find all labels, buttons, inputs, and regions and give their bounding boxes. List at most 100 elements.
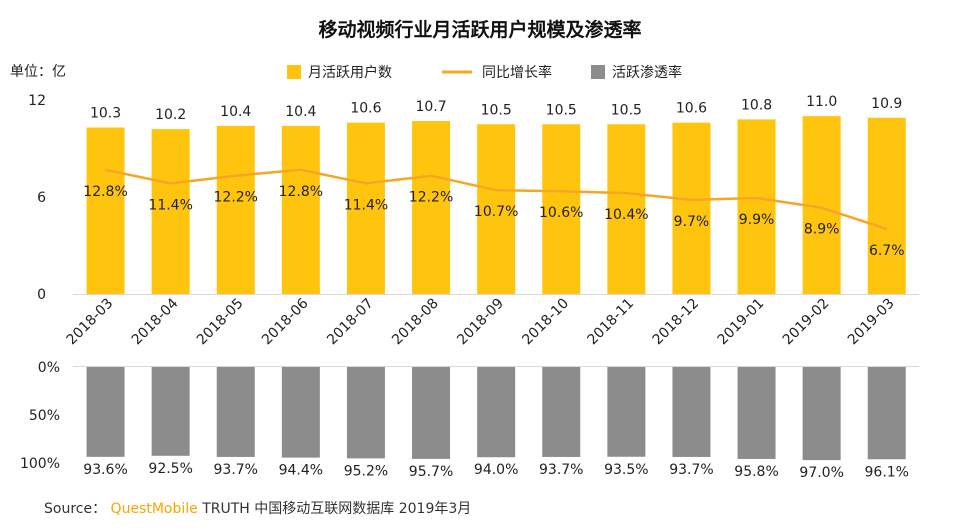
mau-bar-label: 10.7 [415, 99, 446, 115]
mau-bar-label: 10.2 [155, 107, 186, 123]
mau-bar-label: 10.6 [350, 101, 381, 117]
bottom-axes: 0% 50% 100% [20, 360, 920, 472]
mau-bar-label: 10.6 [676, 101, 707, 117]
yoy-label: 10.7% [474, 204, 518, 220]
penetration-label: 97.0% [799, 465, 843, 481]
yoy-label: 9.7% [674, 214, 710, 230]
x-tick-label: 2018-11 [584, 296, 637, 349]
penetration-label: 93.7% [669, 462, 713, 478]
mau-bar-label: 11.0 [806, 94, 837, 110]
x-tick-label: 2018-12 [650, 296, 703, 349]
penetration-bar [542, 367, 581, 457]
unit-label: 单位：亿 [10, 64, 66, 80]
penetration-bar [802, 367, 841, 461]
yoy-labels: 12.8% 11.4% 12.2% 12.8% 11.4% 12.2% 10.7% 10.6%… [83, 184, 904, 259]
penetration-label: 92.5% [148, 461, 192, 477]
penetration-bar [867, 367, 906, 460]
x-tick-label: 2018-06 [259, 295, 312, 348]
penetration-label: 94.4% [279, 463, 323, 479]
penetration-bar [607, 367, 646, 457]
penetration-bar [151, 367, 190, 456]
penetration-bar [412, 367, 451, 459]
yoy-label: 12.8% [83, 184, 127, 200]
yoy-label: 8.9% [804, 222, 840, 238]
mau-bar [477, 124, 516, 294]
mau-bar [412, 121, 451, 295]
legend-label-penetration: 活跃渗透率 [612, 64, 682, 81]
penetration-bar [281, 367, 320, 458]
mau-bar [542, 124, 581, 294]
penetration-label: 93.7% [539, 462, 583, 478]
yoy-label: 6.7% [869, 243, 905, 259]
mau-bar-label: 10.5 [481, 102, 512, 118]
yoy-line-group [105, 168, 888, 231]
mau-bar [151, 129, 190, 294]
penetration-label: 93.7% [214, 462, 258, 478]
mau-bar-label: 10.3 [90, 105, 121, 121]
yoy-label: 11.4% [148, 197, 192, 213]
x-tick-label: 2018-09 [454, 296, 507, 349]
top-y-tick-label: 12 [28, 93, 46, 109]
mau-bar-label: 10.5 [611, 102, 642, 118]
x-tick-label: 2019-03 [845, 296, 898, 349]
penetration-label: 93.5% [604, 462, 648, 478]
penetration-label: 95.8% [734, 464, 778, 480]
legend-swatch-penetration [591, 65, 605, 79]
mau-bar [216, 125, 255, 294]
mau-bar [607, 124, 646, 294]
mau-bar [672, 122, 711, 294]
x-tick-label: 2018-08 [389, 296, 442, 349]
yoy-label: 9.9% [739, 212, 775, 228]
mau-bar-label: 10.9 [871, 96, 902, 112]
yoy-label: 10.4% [604, 207, 648, 223]
x-tick-label: 2018-03 [64, 296, 117, 349]
bottom-bars [86, 367, 906, 461]
bottom-bar-labels: 93.6% 92.5% 93.7% 94.4% 95.2% 95.7% 94.0% 93.7%… [83, 461, 909, 481]
legend: 月活跃用户数 同比增长率 活跃渗透率 [287, 64, 682, 81]
penetration-bar [216, 367, 255, 457]
mau-bar [281, 125, 320, 294]
penetration-bar [477, 367, 516, 458]
legend-label-yoy: 同比增长率 [482, 64, 552, 81]
source-brand: QuestMobile [110, 501, 198, 517]
legend-label-mau: 月活跃用户数 [308, 64, 392, 81]
penetration-bar [346, 367, 385, 459]
chart-title: 移动视频行业月活跃用户规模及渗透率 [318, 18, 641, 41]
yoy-label: 12.2% [214, 190, 258, 206]
bottom-y-tick-label: 0% [38, 360, 60, 376]
top-bar-labels: 10.3 10.2 10.4 10.4 10.6 10.7 10.5 10.5 10.5 10.6… [90, 94, 902, 123]
top-axes: 0 6 12 [28, 93, 920, 303]
mau-bar-label: 10.5 [546, 102, 577, 118]
top-y-tick-label: 0 [37, 287, 46, 303]
penetration-label: 95.2% [344, 463, 388, 479]
x-axis-labels: 2018-03 2018-04 2018-05 2018-06 2018-07 2018-… [64, 295, 898, 348]
x-tick-label: 2018-04 [129, 295, 182, 348]
source-rest: TRUTH 中国移动互联网数据库 2019年3月 [202, 501, 472, 517]
top-y-tick-label: 6 [37, 190, 46, 206]
mau-bar-label: 10.4 [285, 104, 316, 120]
legend-swatch-mau [287, 65, 301, 79]
yoy-label: 11.4% [344, 197, 388, 213]
penetration-label: 94.0% [474, 462, 518, 478]
mau-bar [737, 119, 776, 295]
yoy-line [105, 168, 888, 231]
x-tick-label: 2019-02 [780, 296, 833, 349]
penetration-label: 93.6% [83, 462, 127, 478]
mau-bar-label: 10.8 [741, 97, 772, 113]
mau-bar [867, 117, 906, 295]
penetration-bar [86, 367, 125, 457]
mau-bar [86, 127, 125, 294]
x-tick-label: 2018-05 [194, 296, 247, 349]
penetration-label: 96.1% [865, 464, 909, 480]
yoy-label: 12.8% [279, 184, 323, 200]
x-tick-label: 2018-07 [324, 296, 377, 349]
penetration-bar [737, 367, 776, 459]
penetration-label: 95.7% [409, 464, 453, 480]
yoy-label: 12.2% [409, 190, 453, 206]
bottom-y-tick-label: 50% [29, 408, 60, 424]
mau-bar [346, 122, 385, 294]
yoy-label: 10.6% [539, 205, 583, 221]
source-note: Source： QuestMobile TRUTH 中国移动互联网数据库 201… [44, 498, 471, 518]
penetration-bar [672, 367, 711, 457]
